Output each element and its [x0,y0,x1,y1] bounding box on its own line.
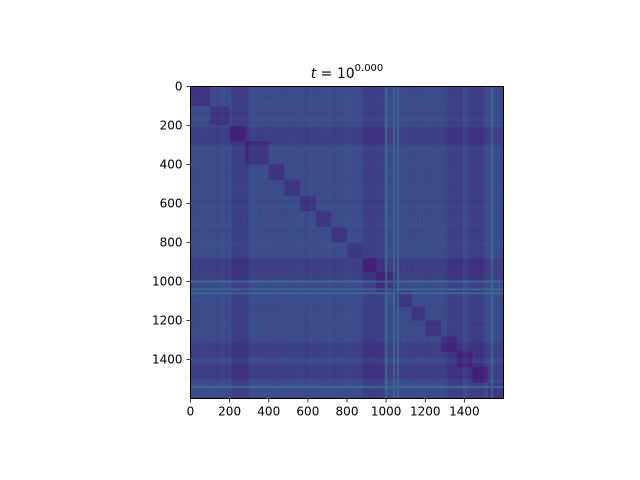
title-equals: = 10 [316,66,354,82]
y-tick-label: 0 [175,80,183,94]
y-tick-label: 1400 [152,353,183,367]
y-tick-label: 400 [160,158,183,172]
x-tick-label: 1400 [449,405,480,419]
title-variable: t [311,66,317,82]
y-tick-label: 200 [160,119,183,133]
x-tick-label: 600 [296,405,319,419]
x-axis: 0 200 400 600 800 1000 1200 1400 [187,398,480,419]
y-axis: 0 200 400 600 800 1000 1200 1400 [152,80,191,367]
x-tick-label: 400 [257,405,280,419]
x-tick-label: 1000 [371,405,402,419]
chart-title: t = 100.000 [311,63,384,82]
x-tick-label: 800 [336,405,359,419]
title-exponent: 0.000 [355,63,384,74]
heatmap [190,86,504,399]
y-tick-label: 800 [160,236,183,250]
x-tick-label: 200 [218,405,241,419]
x-tick-label: 1200 [410,405,441,419]
y-tick-label: 1000 [152,275,183,289]
x-tick-label: 0 [187,405,195,419]
y-tick-label: 1200 [152,314,183,328]
y-tick-label: 600 [160,197,183,211]
heatmap-image [190,86,504,399]
